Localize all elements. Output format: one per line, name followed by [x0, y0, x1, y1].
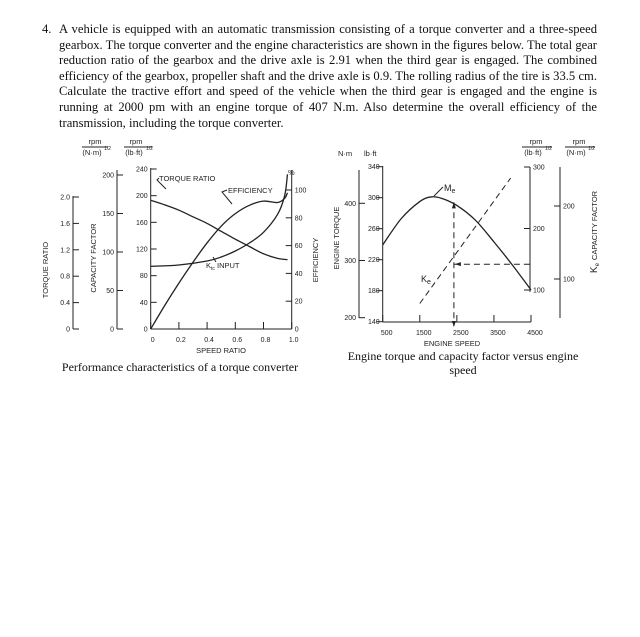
tick-label: 260: [368, 226, 380, 233]
engine-speed-axis-label: ENGINE SPEED: [424, 339, 481, 348]
tick-label: 40: [140, 300, 148, 307]
tick-label: 50: [106, 288, 114, 295]
unit-exp: 1/2: [588, 146, 595, 152]
tick-label: 140: [368, 319, 380, 326]
tick-label: 1.6: [60, 221, 70, 228]
tick-label: 0.6: [232, 337, 242, 344]
tick-label: 2.0: [60, 195, 70, 202]
me-curve-label: Me: [444, 183, 456, 195]
efficiency-curve-label: EFFICIENCY: [228, 186, 273, 195]
arrow-up-icon: [451, 202, 456, 209]
tick-label: 0.4: [60, 300, 70, 307]
tick-label: 300: [533, 165, 545, 172]
tick-label: 0: [144, 327, 148, 334]
unit-rpm-nm: rpm: [573, 137, 586, 146]
engine-chart: N·m lb·ft ENGINE TORQUE ENGINE SPEED rpm…: [332, 137, 601, 377]
tick-label: 0.8: [60, 274, 70, 281]
arrow-down-icon: [451, 321, 456, 327]
tick-label: 80: [295, 215, 303, 222]
me-leader: [433, 186, 444, 197]
tick-label: 160: [136, 220, 148, 227]
unit-rpm-nm: rpm: [89, 137, 102, 146]
unit-nm: (N·m): [82, 148, 102, 157]
tick-label: 4500: [527, 330, 543, 337]
series-ke: [419, 177, 512, 304]
unit-nm: N·m: [338, 149, 352, 158]
tick-label: 100: [533, 288, 545, 295]
series-k-tc-input: [150, 174, 289, 267]
efficiency-leader: [221, 189, 233, 205]
tick-label: 0.8: [261, 337, 271, 344]
tick-label: 220: [368, 257, 380, 264]
tick-label: 2500: [453, 330, 469, 337]
torque-ratio-axis-label: TORQUE RATIO: [41, 242, 50, 299]
torque-ratio-leader: [156, 177, 167, 190]
tick-label: 340: [368, 164, 380, 171]
tick-label: 0: [110, 327, 114, 334]
tick-label: 150: [102, 211, 114, 218]
unit-exp: 1/2: [545, 146, 552, 152]
engine-torque-axis-label: ENGINE TORQUE: [332, 207, 341, 270]
capacity-factor-axis-label: CAPACITY FACTOR: [89, 223, 98, 293]
tick-label: 1.0: [289, 337, 299, 344]
tick-label: 400: [344, 201, 356, 208]
tick-label: 60: [295, 243, 303, 250]
ke-curve-label: Ke: [421, 274, 431, 286]
unit-exp: 1/2: [146, 146, 153, 152]
unit-rpm-lbft: rpm: [530, 137, 543, 146]
tick-label: 300: [344, 258, 356, 265]
tick-label: 200: [102, 173, 114, 180]
series-torque-ratio: [150, 199, 288, 261]
tick-label: 100: [295, 188, 307, 195]
tick-label: 200: [136, 193, 148, 200]
unit-rpm-lbft: rpm: [130, 137, 143, 146]
ktc-input-curve-label: Ktc INPUT: [206, 261, 240, 272]
tick-label: 20: [295, 299, 303, 306]
tick-label: 200: [344, 315, 356, 322]
problem-number: 4.: [42, 22, 52, 36]
tick-label: 1500: [416, 330, 432, 337]
unit-exp: 1/2: [104, 146, 111, 152]
problem-text: A vehicle is equipped with an automatic …: [59, 22, 597, 130]
torque-ratio-curve-label: TORQUE RATIO: [159, 174, 216, 183]
tick-label: 0: [66, 327, 70, 334]
tick-label: 80: [140, 273, 148, 280]
tick-label: 3500: [490, 330, 506, 337]
figure-1-caption: Performance characteristics of a torque …: [62, 360, 298, 374]
torque-converter-chart: rpm (N·m) 1/2 rpm (lb·ft) 1/2 % TORQUE R…: [41, 137, 320, 374]
problem-statement: 4. A vehicle is equipped with an automat…: [42, 22, 597, 131]
tick-label: 1.2: [60, 247, 70, 254]
tick-label: 300: [368, 195, 380, 202]
arrow-left-icon: [454, 262, 461, 267]
series-me: [382, 196, 532, 291]
unit-nm: (N·m): [566, 148, 586, 157]
tick-label: 200: [563, 204, 575, 211]
tick-label: 200: [533, 226, 545, 233]
series-efficiency: [150, 192, 289, 330]
ke-capacity-axis-label: KeCAPACITY FACTOR: [589, 190, 601, 273]
figure-2-caption-line1: Engine torque and capacity factor versus…: [348, 349, 579, 363]
tick-label: 0.2: [176, 337, 186, 344]
tick-label: 0: [151, 337, 155, 344]
unit-lbft: lb·ft: [364, 149, 377, 158]
tick-label: 100: [563, 277, 575, 284]
figure-2-caption-line2: speed: [449, 363, 476, 377]
speed-ratio-axis-label: SPEED RATIO: [196, 346, 246, 355]
tick-label: 0.4: [204, 337, 214, 344]
tick-label: 240: [136, 167, 148, 174]
unit-lbft: (lb·ft): [125, 148, 143, 157]
efficiency-axis-label: EFFICIENCY: [311, 238, 320, 283]
tick-label: 40: [295, 271, 303, 278]
tick-label: 500: [381, 330, 393, 337]
tick-label: 0: [295, 327, 299, 334]
tick-label: 100: [102, 250, 114, 257]
tick-label: 120: [136, 247, 148, 254]
unit-lbft: (lb·ft): [524, 148, 542, 157]
tick-label: 180: [368, 288, 380, 295]
